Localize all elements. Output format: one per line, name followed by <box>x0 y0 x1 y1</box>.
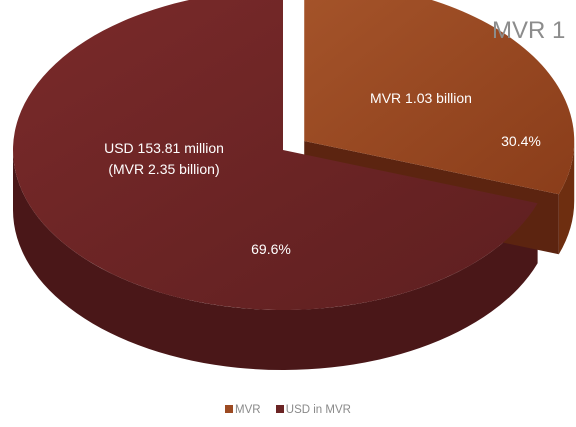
percent-label-mvr: 30.4% <box>501 133 541 149</box>
data-label-mvr: MVR 1.03 billion <box>370 90 472 106</box>
chart-title: MVR 1 <box>492 17 565 44</box>
legend-swatch-usd-in-mvr <box>275 404 284 413</box>
legend-item-usd-in-mvr: USD in MVR <box>275 404 351 416</box>
legend-item-mvr: MVR <box>225 404 261 416</box>
legend-label-mvr: MVR <box>235 404 261 416</box>
percent-label-usd: 69.6% <box>251 241 291 257</box>
data-label-usd-line2: (MVR 2.35 billion) <box>108 161 219 177</box>
legend: MVR USD in MVR <box>0 404 576 416</box>
legend-swatch-mvr <box>225 404 234 413</box>
data-label-usd-line1: USD 153.81 million <box>104 140 224 156</box>
slice-usd-in-mvr <box>13 0 538 310</box>
slice-mvr-depth <box>558 140 575 255</box>
slice-usd-depth <box>13 150 538 370</box>
legend-label-usd-in-mvr: USD in MVR <box>285 404 351 416</box>
slice-mvr <box>304 0 575 195</box>
slice-usd-side <box>13 150 538 370</box>
